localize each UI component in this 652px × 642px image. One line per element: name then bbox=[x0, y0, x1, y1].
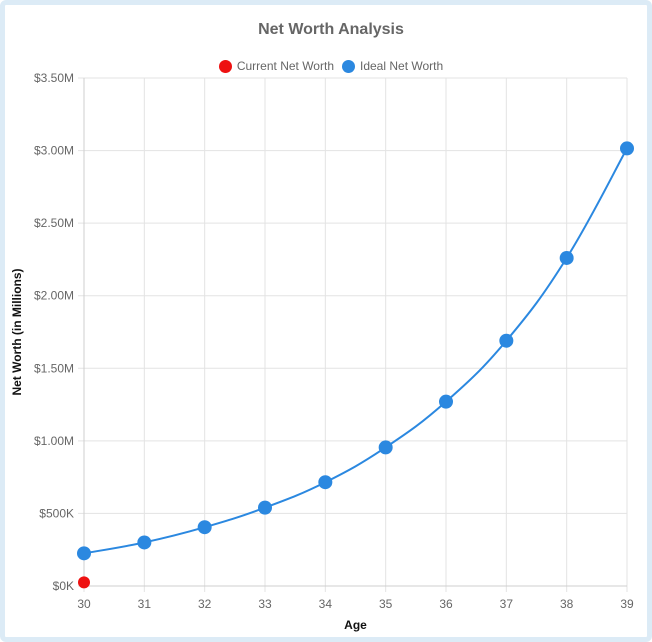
legend-label-current: Current Net Worth bbox=[236, 59, 334, 73]
data-point-ideal-net-worth[interactable] bbox=[559, 250, 574, 265]
legend-item-current[interactable]: Current Net Worth bbox=[218, 59, 334, 73]
data-point-ideal-net-worth[interactable] bbox=[197, 520, 212, 535]
y-tick-label: $1.50M bbox=[34, 361, 74, 375]
chart-title: Net Worth Analysis bbox=[258, 21, 404, 38]
y-tick-label: $1.00M bbox=[34, 434, 74, 448]
x-tick-label: 38 bbox=[560, 597, 574, 611]
axes: $0K $500K $1.00M $1.50M $2.00M $2.50M $3.00M $3… bbox=[34, 71, 634, 611]
x-axis-title: Age bbox=[344, 618, 367, 632]
legend-swatch-current bbox=[218, 59, 232, 73]
x-tick-label: 30 bbox=[77, 597, 91, 611]
data-point-ideal-net-worth[interactable] bbox=[378, 440, 393, 455]
data-point-ideal-net-worth[interactable] bbox=[318, 475, 333, 490]
data-point-ideal-net-worth[interactable] bbox=[77, 546, 91, 561]
x-tick-label: 32 bbox=[198, 597, 212, 611]
x-tick-label: 35 bbox=[379, 597, 393, 611]
legend-swatch-ideal bbox=[342, 59, 355, 73]
grid bbox=[78, 77, 628, 592]
data-point-ideal-net-worth[interactable] bbox=[258, 500, 272, 515]
y-tick-label: $0K bbox=[53, 579, 74, 593]
chart-legend: Current Net Worth Ideal Net Worth bbox=[5, 59, 652, 73]
y-tick-label: $2.50M bbox=[34, 216, 74, 230]
x-tick-label: 39 bbox=[620, 597, 634, 611]
legend-item-ideal[interactable]: Ideal Net Worth bbox=[342, 59, 443, 73]
series bbox=[77, 141, 634, 589]
data-point-ideal-net-worth[interactable] bbox=[439, 394, 453, 409]
y-tick-label: $2.00M bbox=[34, 289, 74, 303]
y-tick-label: $500K bbox=[39, 506, 74, 520]
y-tick-label: $3.50M bbox=[34, 71, 74, 85]
x-tick-label: 33 bbox=[258, 597, 272, 611]
x-tick-label: 37 bbox=[500, 597, 514, 611]
y-axis-title: Net Worth (in Millions) bbox=[10, 268, 24, 395]
legend-label-ideal: Ideal Net Worth bbox=[360, 59, 444, 73]
x-tick-label: 36 bbox=[439, 597, 453, 611]
x-tick-label: 31 bbox=[138, 597, 152, 611]
data-point-ideal-net-worth[interactable] bbox=[499, 333, 514, 348]
data-point-ideal-net-worth[interactable] bbox=[620, 141, 634, 156]
series-line-ideal-net-worth bbox=[83, 147, 628, 555]
data-point-current-net-worth[interactable] bbox=[78, 576, 90, 589]
x-tick-label: 34 bbox=[319, 597, 333, 611]
y-tick-label: $3.00M bbox=[34, 144, 74, 158]
data-point-ideal-net-worth[interactable] bbox=[137, 535, 152, 550]
